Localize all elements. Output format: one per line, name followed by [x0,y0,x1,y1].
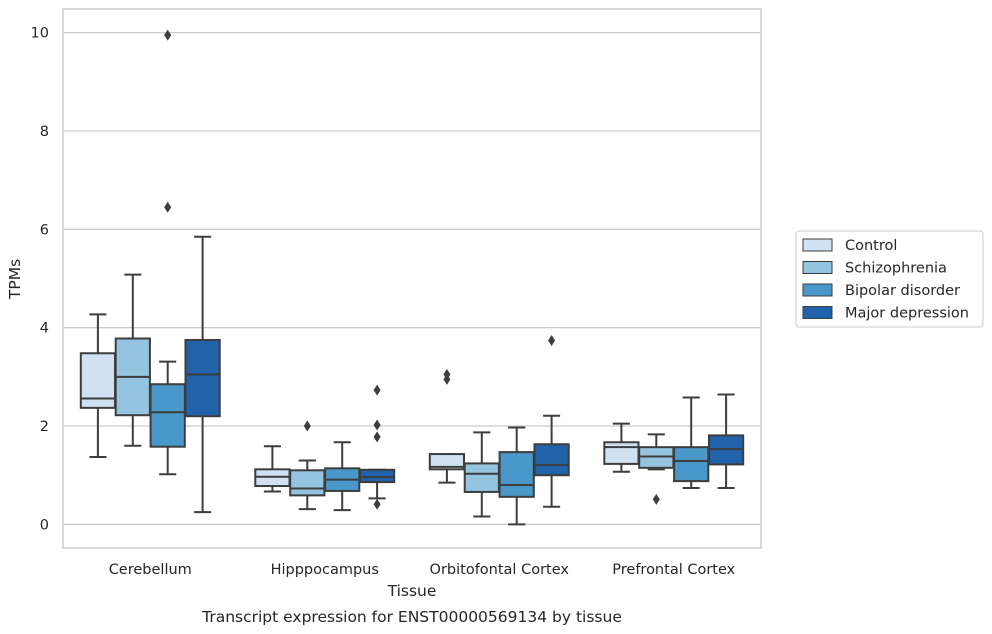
box-hipppocampus-control [254,445,291,493]
legend: Control Schizophrenia Bipolar disorder Majo… [795,230,984,328]
box-cerebellum-bipolar-disorder [149,29,186,476]
chart-title: Transcript expression for ENST0000056913… [201,608,622,626]
legend-item: Schizophrenia [802,261,947,277]
x-tick-label: Orbitofontal Cortex [430,562,570,578]
outlier-point [373,384,381,396]
box-hipppocampus-bipolar-disorder [324,441,361,512]
outlier-point [548,334,556,346]
y-tick-label: 8 [40,124,49,140]
y-tick-label: 6 [40,222,49,238]
y-tick-labels: 0 2 4 6 8 10 [31,26,49,534]
box-body [498,451,535,498]
legend-label: Schizophrenia [845,261,947,277]
legend-label: Control [845,238,897,254]
box-prefrontal-cortex-schizophrenia [638,433,675,505]
box-cerebellum-major-depression [184,235,221,514]
outlier-point [373,419,381,431]
legend-item: Control [802,238,897,254]
outlier-point [373,431,381,443]
box-prefrontal-cortex-major-depression [707,393,745,490]
box-body [184,338,221,418]
outlier-point [443,368,451,380]
legend-label: Major depression [845,306,969,322]
y-axis-title: TPMs [6,259,24,300]
box-body [289,469,326,497]
legend-swatch [802,306,833,319]
legend-swatch [802,261,833,274]
legend-item: Bipolar disorder [802,283,960,299]
y-tick-label: 0 [40,517,49,533]
y-tick-label: 4 [40,321,49,337]
legend-swatch [802,283,833,297]
outlier-point [652,493,660,505]
outlier-point [303,420,311,432]
legend-item: Major depression [802,306,969,322]
x-tick-label: Cerebellum [109,562,192,578]
box-body [79,352,117,409]
y-tick-label: 2 [40,419,49,435]
box-hipppocampus-major-depression [358,384,396,510]
outlier-point [164,201,172,213]
box-orbitofontal-cortex-control [428,368,466,484]
box-cerebellum-schizophrenia [114,273,151,447]
outlier-point [373,498,381,510]
legend-swatch [802,238,833,252]
y-tick-label: 10 [31,26,49,42]
box-body [673,446,710,483]
x-tick-labels: Cerebellum Hipppocampus Orbitofontal Corte… [109,562,736,578]
x-axis-title: Tissue [387,582,437,600]
legend-frame [795,230,984,328]
box-body [603,441,640,465]
plot-frame [62,8,762,549]
legend-label: Bipolar disorder [845,283,960,299]
box-prefrontal-cortex-bipolar-disorder [673,396,710,490]
box-hipppocampus-schizophrenia [289,420,326,511]
box-body [463,462,500,493]
box-body [149,383,186,448]
box-body [358,468,396,484]
x-tick-label: Hipppocampus [271,562,379,578]
box-body [428,453,466,471]
box-plots [79,29,745,526]
box-body [533,443,570,477]
outlier-point [164,29,172,41]
box-orbitofontal-cortex-bipolar-disorder [498,426,535,526]
x-tick-label: Prefrontal Cortex [612,562,735,578]
box-prefrontal-cortex-control [603,422,640,473]
box-orbitofontal-cortex-major-depression [533,334,570,508]
